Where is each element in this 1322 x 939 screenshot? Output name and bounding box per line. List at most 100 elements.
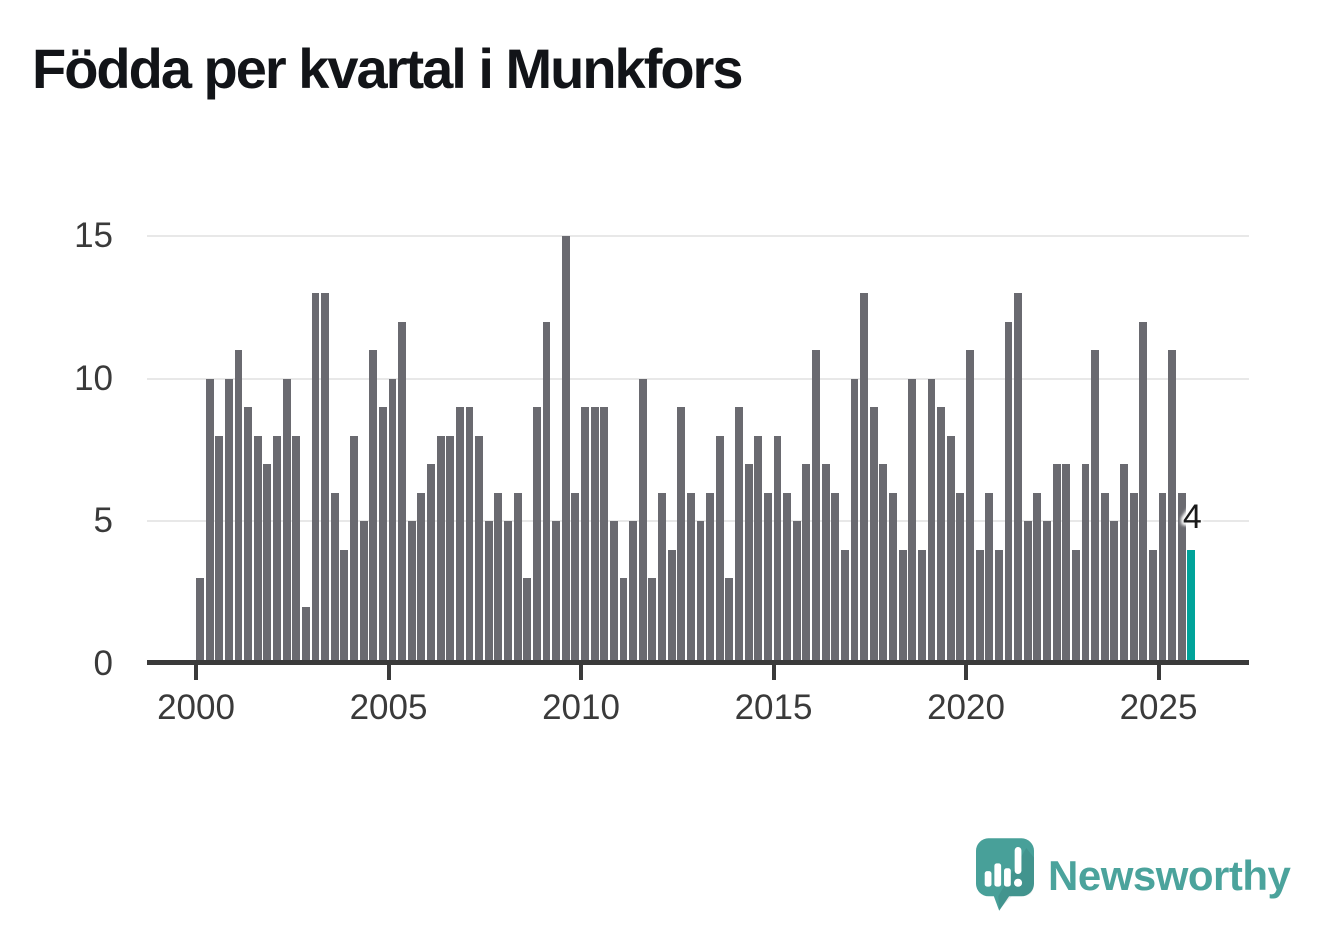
- bar: [561, 236, 570, 663]
- y-tick-label: 5: [93, 501, 113, 541]
- bar: [1158, 492, 1167, 663]
- bar: [494, 492, 503, 663]
- bar: [956, 492, 965, 663]
- gridline-y10: [147, 377, 1249, 380]
- bar: [301, 606, 310, 663]
- bar: [1110, 521, 1119, 663]
- y-tick-label: 15: [74, 216, 113, 256]
- bar: [590, 407, 599, 663]
- bar: [359, 521, 368, 663]
- bar: [889, 492, 897, 663]
- bar: [792, 521, 801, 663]
- bar: [860, 293, 869, 663]
- bar: [1071, 549, 1080, 663]
- x-tick-label: 2015: [734, 688, 813, 727]
- bar: [369, 350, 378, 663]
- bar: [311, 293, 320, 663]
- x-tick-label: 2010: [542, 688, 620, 727]
- bar: [484, 521, 493, 663]
- bar: [475, 435, 484, 663]
- bar: [917, 549, 926, 663]
- bar: [802, 464, 811, 663]
- bar: [667, 549, 676, 663]
- bar: [946, 435, 955, 663]
- bar: [282, 378, 291, 663]
- bar: [869, 407, 878, 663]
- x-tick-label: 2020: [927, 688, 1005, 727]
- bar: [436, 435, 445, 663]
- bar: [821, 464, 830, 663]
- bar: [658, 492, 666, 663]
- bar: [908, 378, 917, 663]
- x-tick: [194, 665, 198, 680]
- bar: [542, 321, 551, 663]
- bar: [831, 492, 840, 663]
- bar: [937, 407, 946, 663]
- bar: [744, 464, 753, 663]
- bar: [263, 464, 272, 663]
- y-tick-label: 10: [74, 358, 113, 398]
- bar: [754, 435, 763, 663]
- bar: [1033, 492, 1042, 663]
- bar: [321, 293, 330, 663]
- bar: [840, 549, 849, 663]
- bar: [1091, 350, 1100, 663]
- bar: [571, 492, 580, 663]
- bar: [234, 350, 243, 663]
- bar: [465, 407, 474, 663]
- bar: [686, 492, 695, 663]
- bar: [648, 578, 657, 663]
- bar: [706, 492, 715, 663]
- x-tick-label: 2005: [349, 688, 428, 727]
- bar: [619, 578, 628, 663]
- bar: [985, 492, 994, 663]
- x-tick: [1156, 665, 1161, 680]
- bar: [783, 492, 792, 663]
- bar: [398, 321, 407, 663]
- bar: [1081, 464, 1090, 663]
- bar: [812, 350, 820, 663]
- bar: [1100, 492, 1109, 663]
- newsworthy-logo-icon: [976, 838, 1034, 911]
- bar: [504, 521, 512, 663]
- bar: [513, 492, 522, 663]
- bar: [975, 549, 984, 663]
- bar: [1062, 464, 1071, 663]
- bar: [532, 407, 541, 663]
- bar: [196, 578, 204, 663]
- bar: [600, 407, 609, 663]
- x-tick: [579, 665, 583, 680]
- x-tick: [771, 665, 776, 680]
- bar: [330, 492, 339, 663]
- bar: [1139, 321, 1148, 663]
- bar: [927, 378, 936, 663]
- bar: [725, 578, 734, 663]
- x-axis-line: [147, 660, 1249, 665]
- newsworthy-branding: Newsworthy: [976, 838, 1291, 913]
- highlighted-bar-value-label: 4: [1182, 497, 1202, 536]
- bar: [581, 407, 589, 663]
- page-title: Födda per kvartal i Munkfors: [32, 37, 743, 100]
- bar: [638, 378, 647, 663]
- bar: [455, 407, 464, 663]
- bar: [1052, 464, 1061, 663]
- bar: [1148, 549, 1157, 663]
- bar: [378, 407, 387, 663]
- bar: [735, 407, 743, 663]
- bar: [629, 521, 638, 663]
- x-tick: [964, 665, 968, 680]
- x-tick-label: 2025: [1119, 688, 1198, 727]
- bar: [715, 435, 724, 663]
- bar: [1177, 492, 1186, 663]
- bar: [677, 407, 686, 663]
- bar: [446, 435, 455, 663]
- x-tick: [386, 665, 391, 680]
- bar: [215, 435, 224, 663]
- bar: [898, 549, 907, 663]
- brand-name: Newsworthy: [1048, 851, 1291, 899]
- bar: [417, 492, 426, 663]
- bar: [552, 521, 561, 663]
- bar: [1014, 293, 1023, 663]
- gridline-y15: [147, 235, 1249, 238]
- bar: [224, 378, 233, 663]
